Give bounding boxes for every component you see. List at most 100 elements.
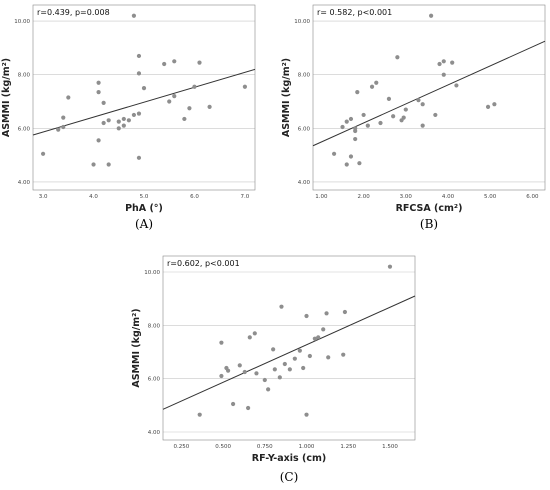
- data-point: [126, 118, 131, 123]
- data-point: [292, 356, 297, 361]
- data-point: [136, 155, 142, 160]
- data-point: [207, 104, 212, 109]
- data-point: [254, 371, 259, 376]
- x-tick-label: 0.750: [257, 444, 273, 450]
- scatter-panel-a: 3.0 4.0 5.0 6.0 7.0 4.00 6.00 8.00 10.00 r=0.43…: [1, 4, 256, 231]
- data-point: [106, 162, 111, 167]
- x-tick-label: 0.500: [215, 444, 231, 450]
- data-point: [401, 115, 406, 120]
- x-tick-label: 6.00: [526, 194, 539, 200]
- y-tick-label: 6.00: [148, 377, 161, 383]
- data-point: [304, 412, 309, 417]
- data-point: [361, 112, 366, 118]
- plot-frame: [312, 4, 546, 191]
- regression-line: [162, 295, 416, 410]
- x-tick-label: 1.250: [340, 444, 356, 450]
- data-point: [344, 119, 349, 124]
- gridlines: [33, 20, 255, 183]
- x-tick-label: 6.0: [190, 194, 199, 200]
- data-point: [307, 353, 312, 359]
- y-axis-label: ASMMI (kg/m²): [1, 58, 12, 137]
- data-point: [230, 401, 236, 407]
- y-tick-label: 8.00: [298, 73, 311, 79]
- y-tick-label: 10.00: [144, 270, 160, 276]
- gridlines: [313, 20, 545, 183]
- data-point: [386, 96, 392, 101]
- y-tick-label: 10.00: [14, 19, 30, 25]
- data-point: [271, 347, 276, 352]
- correlation-annotation: r=0.439, p=0.008: [37, 8, 110, 17]
- data-point: [56, 127, 61, 132]
- data-point: [237, 363, 242, 368]
- data-point: [348, 116, 354, 122]
- data-point: [304, 313, 309, 319]
- scatter-panel-b: 1.00 2.00 3.00 4.00 5.00 6.00 4.00 6.00 8.00 10.…: [281, 4, 546, 231]
- plot-frame: [162, 255, 416, 441]
- x-tick-label: 4.0: [89, 194, 98, 200]
- y-tick-labels: 4.00 6.00 8.00 10.00: [294, 19, 310, 186]
- data-point: [66, 95, 71, 100]
- data-point: [61, 124, 66, 130]
- y-tick-label: 10.00: [294, 19, 310, 25]
- data-point: [355, 90, 360, 95]
- x-tick-label: 4.00: [442, 194, 455, 200]
- data-point: [369, 84, 375, 89]
- data-point: [454, 83, 459, 88]
- x-tick-label: 5.0: [140, 194, 149, 200]
- x-tick-label: 1.500: [382, 444, 398, 450]
- gridlines: [163, 271, 415, 433]
- y-tick-label: 6.00: [18, 126, 31, 132]
- data-points: [197, 264, 393, 417]
- regression-line: [32, 68, 256, 136]
- panel-label: (A): [135, 217, 153, 231]
- data-point: [342, 309, 348, 315]
- data-point: [91, 162, 96, 167]
- x-axis-label: PhA (°): [125, 203, 163, 214]
- data-point: [101, 120, 106, 126]
- data-point: [96, 80, 101, 85]
- x-axis-label: RF-Y-axis (cm): [252, 453, 326, 464]
- panel-label: (C): [280, 470, 299, 484]
- x-tick-label: 2.00: [357, 194, 370, 200]
- data-point: [121, 123, 126, 128]
- data-point: [247, 335, 252, 340]
- data-point: [297, 348, 302, 353]
- data-point: [96, 138, 101, 143]
- y-tick-label: 4.00: [148, 430, 161, 436]
- data-point: [187, 106, 192, 111]
- data-point: [441, 72, 446, 77]
- data-point: [106, 118, 111, 123]
- x-tick-labels: 0.250 0.500 0.750 1.000 1.250 1.500: [173, 444, 398, 450]
- y-tick-label: 8.00: [148, 323, 161, 329]
- data-point: [331, 151, 337, 156]
- data-point: [192, 84, 197, 89]
- data-point: [172, 94, 177, 99]
- data-point: [378, 120, 383, 126]
- x-axis-label: RFCSA (cm²): [396, 203, 463, 214]
- panel-label: (B): [420, 217, 438, 231]
- x-tick-label: 3.0: [39, 194, 48, 200]
- scatter-panel-c: 0.250 0.500 0.750 1.000 1.250 1.500 4.00 6.00 8…: [131, 255, 416, 484]
- data-point: [416, 98, 421, 103]
- data-point: [136, 71, 142, 76]
- data-point: [321, 327, 326, 332]
- data-point: [357, 161, 362, 166]
- data-point: [279, 304, 284, 309]
- data-point: [341, 352, 346, 357]
- data-point: [182, 116, 187, 122]
- data-point: [387, 264, 393, 269]
- correlation-annotation: r= 0.582, p<0.001: [317, 8, 392, 17]
- data-point: [324, 311, 329, 316]
- data-point: [40, 151, 46, 156]
- data-point: [219, 340, 224, 345]
- data-point: [197, 60, 202, 65]
- data-point: [277, 375, 282, 380]
- x-tick-label: 1.00: [315, 194, 328, 200]
- correlation-annotation: r=0.602, p<0.001: [167, 259, 240, 268]
- data-point: [167, 99, 172, 104]
- data-point: [262, 377, 267, 383]
- data-point: [242, 84, 248, 89]
- data-point: [225, 368, 231, 373]
- data-point: [429, 13, 434, 18]
